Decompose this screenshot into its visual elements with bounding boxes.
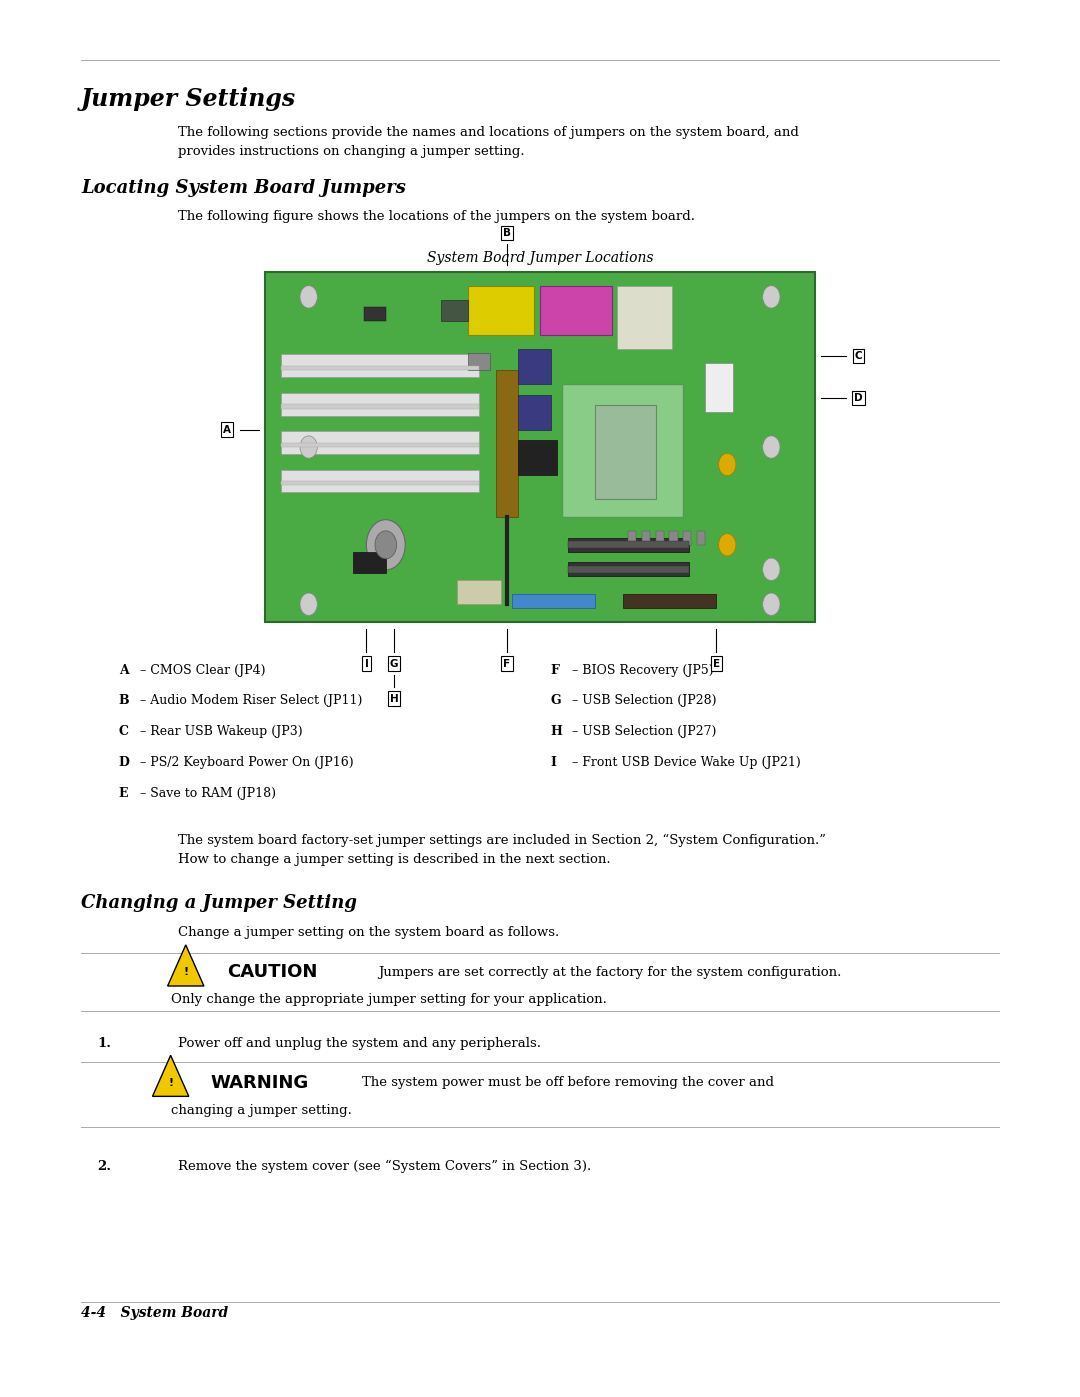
Text: The following figure shows the locations of the jumpers on the system board.: The following figure shows the locations… — [178, 210, 696, 222]
Text: – Front USB Device Wake Up (JP21): – Front USB Device Wake Up (JP21) — [568, 756, 801, 768]
Text: Only change the appropriate jumper setting for your application.: Only change the appropriate jumper setti… — [171, 993, 607, 1006]
Bar — [364, 307, 386, 321]
Text: D: D — [119, 756, 130, 768]
Bar — [684, 531, 691, 545]
Bar — [281, 405, 480, 408]
Bar — [518, 394, 551, 429]
Circle shape — [300, 286, 318, 307]
Bar — [642, 531, 650, 545]
Text: The system board factory-set jumper settings are included in Section 2, “System : The system board factory-set jumper sett… — [178, 834, 826, 866]
Bar — [705, 363, 732, 412]
Polygon shape — [152, 1055, 189, 1097]
Text: – Rear USB Wakeup (JP3): – Rear USB Wakeup (JP3) — [136, 725, 302, 738]
Text: Locating System Board Jumpers: Locating System Board Jumpers — [81, 179, 406, 197]
Text: F: F — [503, 658, 511, 669]
Text: Changing a Jumper Setting: Changing a Jumper Setting — [81, 894, 357, 912]
Circle shape — [762, 436, 780, 458]
Text: A: A — [222, 425, 231, 434]
Bar — [496, 370, 518, 517]
Bar — [469, 353, 490, 370]
Text: System Board Jumper Locations: System Board Jumper Locations — [427, 251, 653, 265]
Bar — [568, 541, 689, 549]
Bar — [281, 366, 480, 370]
Text: C: C — [119, 725, 129, 738]
Bar — [656, 531, 664, 545]
Text: changing a jumper setting.: changing a jumper setting. — [171, 1104, 351, 1116]
Bar — [469, 286, 535, 335]
Text: – PS/2 Keyboard Power On (JP16): – PS/2 Keyboard Power On (JP16) — [136, 756, 354, 768]
Text: – USB Selection (JP27): – USB Selection (JP27) — [568, 725, 716, 738]
Text: D: D — [854, 393, 863, 404]
Text: B: B — [119, 694, 130, 707]
Bar — [617, 286, 672, 349]
Circle shape — [366, 520, 405, 570]
Circle shape — [300, 592, 318, 615]
Bar — [281, 443, 480, 447]
Text: B: B — [503, 228, 511, 239]
Text: – Audio Modem Riser Select (JP11): – Audio Modem Riser Select (JP11) — [136, 694, 363, 707]
Bar — [622, 594, 716, 608]
Text: Remove the system cover (see “System Covers” in Section 3).: Remove the system cover (see “System Cov… — [178, 1160, 592, 1172]
Circle shape — [718, 534, 735, 556]
Text: E: E — [713, 658, 719, 669]
Bar — [629, 531, 636, 545]
Circle shape — [762, 592, 780, 615]
Bar — [562, 384, 684, 517]
Text: A: A — [119, 664, 129, 676]
Text: Jumper Settings: Jumper Settings — [81, 87, 296, 110]
Text: 4-4   System Board: 4-4 System Board — [81, 1306, 228, 1320]
Bar — [281, 469, 480, 492]
Circle shape — [762, 557, 780, 581]
Text: The following sections provide the names and locations of jumpers on the system : The following sections provide the names… — [178, 126, 799, 158]
Text: – BIOS Recovery (JP5): – BIOS Recovery (JP5) — [568, 664, 714, 676]
Bar — [568, 562, 689, 576]
Bar — [281, 355, 480, 377]
Text: 1.: 1. — [97, 1037, 111, 1049]
Text: C: C — [854, 351, 863, 362]
Text: H: H — [390, 693, 399, 704]
Bar — [513, 594, 595, 608]
Text: G: G — [551, 694, 562, 707]
Text: Jumpers are set correctly at the factory for the system configuration.: Jumpers are set correctly at the factory… — [378, 965, 841, 979]
Bar — [670, 531, 678, 545]
Circle shape — [762, 286, 780, 307]
Text: – Save to RAM (JP18): – Save to RAM (JP18) — [136, 787, 276, 799]
Bar — [353, 552, 386, 573]
Circle shape — [375, 531, 396, 559]
Text: – USB Selection (JP28): – USB Selection (JP28) — [568, 694, 717, 707]
Text: F: F — [551, 664, 559, 676]
Bar — [281, 432, 480, 454]
Bar — [540, 286, 611, 335]
Text: The system power must be off before removing the cover and: The system power must be off before remo… — [362, 1076, 773, 1090]
Bar — [518, 349, 551, 384]
Bar — [518, 440, 556, 475]
Text: !: ! — [184, 967, 188, 978]
Circle shape — [300, 436, 318, 458]
Text: WARNING: WARNING — [211, 1074, 309, 1091]
Bar — [281, 393, 480, 416]
Bar — [441, 300, 469, 321]
Circle shape — [718, 453, 735, 475]
Bar — [568, 538, 689, 552]
Text: Change a jumper setting on the system board as follows.: Change a jumper setting on the system bo… — [178, 926, 559, 939]
Text: H: H — [551, 725, 563, 738]
Bar — [595, 405, 656, 499]
Text: G: G — [390, 658, 399, 669]
Text: E: E — [119, 787, 129, 799]
Text: 2.: 2. — [97, 1160, 111, 1172]
Text: – CMOS Clear (JP4): – CMOS Clear (JP4) — [136, 664, 266, 676]
Bar — [281, 481, 480, 485]
Text: I: I — [365, 658, 368, 669]
Text: CAUTION: CAUTION — [227, 964, 318, 981]
Text: Power off and unplug the system and any peripherals.: Power off and unplug the system and any … — [178, 1037, 541, 1049]
Bar — [697, 531, 705, 545]
Bar — [458, 580, 501, 604]
Bar — [265, 272, 815, 622]
Text: !: ! — [168, 1077, 173, 1088]
Text: I: I — [551, 756, 556, 768]
Polygon shape — [167, 944, 204, 986]
Bar — [568, 566, 689, 573]
